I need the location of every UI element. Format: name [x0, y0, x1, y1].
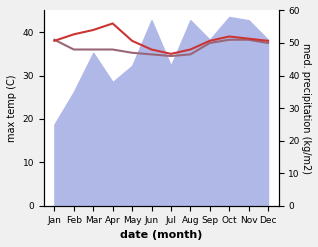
Y-axis label: max temp (C): max temp (C)	[7, 74, 17, 142]
X-axis label: date (month): date (month)	[120, 230, 203, 240]
Y-axis label: med. precipitation (kg/m2): med. precipitation (kg/m2)	[301, 43, 311, 174]
